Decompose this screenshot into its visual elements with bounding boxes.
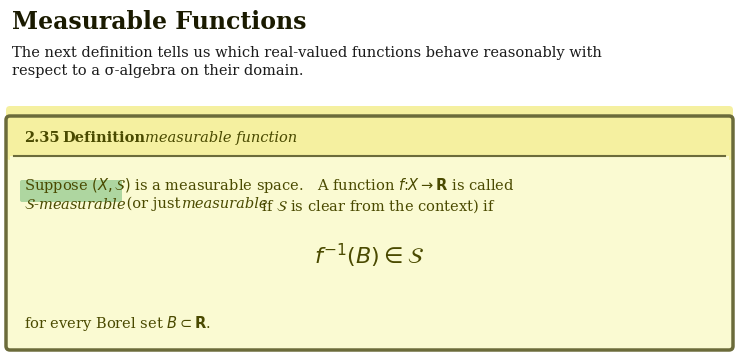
Text: measurable function: measurable function [145, 131, 297, 145]
Text: respect to a σ-algebra on their domain.: respect to a σ-algebra on their domain. [12, 64, 304, 78]
Text: $f^{-1}(B) \in \mathcal{S}$: $f^{-1}(B) \in \mathcal{S}$ [314, 242, 425, 270]
Text: Measurable Functions: Measurable Functions [12, 10, 307, 34]
Text: Definition: Definition [62, 131, 145, 145]
Text: for every Borel set $B \subset \mathbf{R}$.: for every Borel set $B \subset \mathbf{R… [24, 314, 211, 333]
FancyBboxPatch shape [10, 120, 729, 156]
Text: 2.35: 2.35 [24, 131, 60, 145]
Text: $\mathcal{S}$-measurable: $\mathcal{S}$-measurable [24, 197, 126, 212]
Bar [10, 156, 729, 346]
Text: measurable: measurable [182, 197, 268, 211]
Text: if $\mathcal{S}$ is clear from the context) if: if $\mathcal{S}$ is clear from the conte… [257, 197, 496, 215]
Text: The next definition tells us which real-valued functions behave reasonably with: The next definition tells us which real-… [12, 46, 602, 60]
FancyBboxPatch shape [6, 116, 733, 350]
Text: Suppose $(X,\mathcal{S})$ is a measurable space.   A function $f\colon X \righta: Suppose $(X,\mathcal{S})$ is a measurabl… [24, 176, 514, 195]
FancyBboxPatch shape [20, 180, 122, 202]
FancyBboxPatch shape [6, 106, 733, 160]
Text: (or just: (or just [122, 197, 185, 211]
